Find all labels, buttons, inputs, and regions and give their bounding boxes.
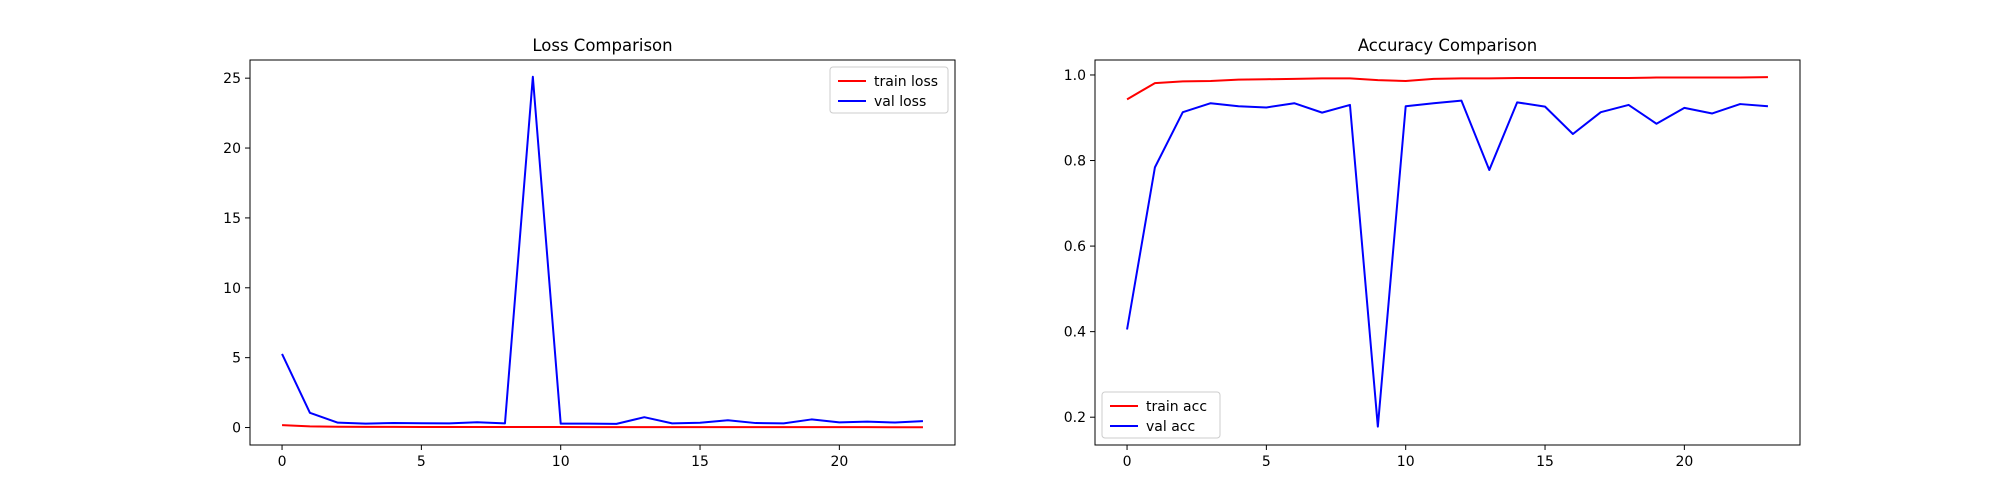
y-tick-label: 0.8 (1064, 154, 1086, 170)
x-tick-label: 5 (417, 454, 426, 470)
series-line-val-acc (1126, 99, 1769, 428)
series-line-train-loss (282, 424, 923, 429)
x-tick-label: 20 (1675, 454, 1693, 470)
chart-title: Loss Comparison (532, 36, 672, 55)
y-tick-label: 1.0 (1064, 68, 1086, 84)
y-tick-label: 5 (232, 351, 241, 367)
x-tick-label: 15 (691, 454, 709, 470)
y-tick-label: 15 (223, 211, 241, 227)
y-tick-label: 0.4 (1064, 325, 1086, 341)
x-tick-label: 5 (1262, 454, 1271, 470)
y-tick-label: 25 (223, 71, 241, 87)
legend: train acc val acc (1101, 391, 1221, 439)
x-tick-label: 20 (830, 454, 848, 470)
x-tick-label: 0 (1123, 454, 1132, 470)
series-line-val-loss (281, 75, 924, 425)
legend-label: train loss (874, 74, 938, 90)
series-line-train-acc (1126, 76, 1768, 101)
plot-frame (1094, 59, 1801, 446)
accuracy-comparison-chart: Accuracy Comparison 0 5 10 15 20 0.2 0.4 0.6 0.8… (1064, 36, 1801, 470)
x-tick-label: 0 (278, 454, 287, 470)
legend-label: val acc (1146, 419, 1195, 435)
y-tick-label: 20 (223, 141, 241, 157)
y-tick-label: 0.6 (1064, 239, 1086, 255)
chart-title: Accuracy Comparison (1358, 36, 1537, 55)
loss-comparison-chart: Loss Comparison 0 5 10 15 20 0 5 10 15 20 25 train … (223, 36, 956, 470)
legend-label: val loss (874, 94, 926, 110)
x-tick-label: 10 (552, 454, 570, 470)
x-tick-label: 10 (1397, 454, 1415, 470)
y-tick-label: 0 (232, 421, 241, 437)
plot-frame (249, 59, 956, 446)
legend: train loss val loss (829, 66, 949, 114)
legend-label: train acc (1146, 399, 1207, 415)
y-tick-label: 0.2 (1064, 410, 1086, 426)
x-tick-label: 15 (1536, 454, 1554, 470)
y-tick-label: 10 (223, 281, 241, 297)
